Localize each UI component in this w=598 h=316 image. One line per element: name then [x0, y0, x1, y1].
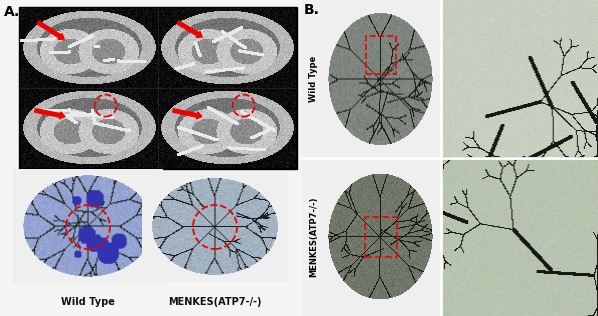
- Bar: [365, 36, 395, 74]
- FancyArrow shape: [177, 21, 202, 37]
- Bar: [365, 217, 396, 257]
- FancyArrow shape: [37, 21, 64, 40]
- Text: MENKES(ATP7-/-): MENKES(ATP7-/-): [168, 297, 262, 307]
- Text: MENKES(ATP7-/-): MENKES(ATP7-/-): [310, 197, 319, 277]
- Text: Wild Type: Wild Type: [310, 56, 319, 102]
- Text: A.: A.: [4, 5, 20, 19]
- Bar: [19, 7, 297, 169]
- FancyArrow shape: [173, 109, 202, 119]
- Bar: [302, 0, 598, 316]
- Text: B.: B.: [304, 3, 320, 17]
- Text: Wild Type: Wild Type: [61, 297, 115, 307]
- FancyArrow shape: [35, 109, 65, 119]
- Bar: [0, 0, 300, 316]
